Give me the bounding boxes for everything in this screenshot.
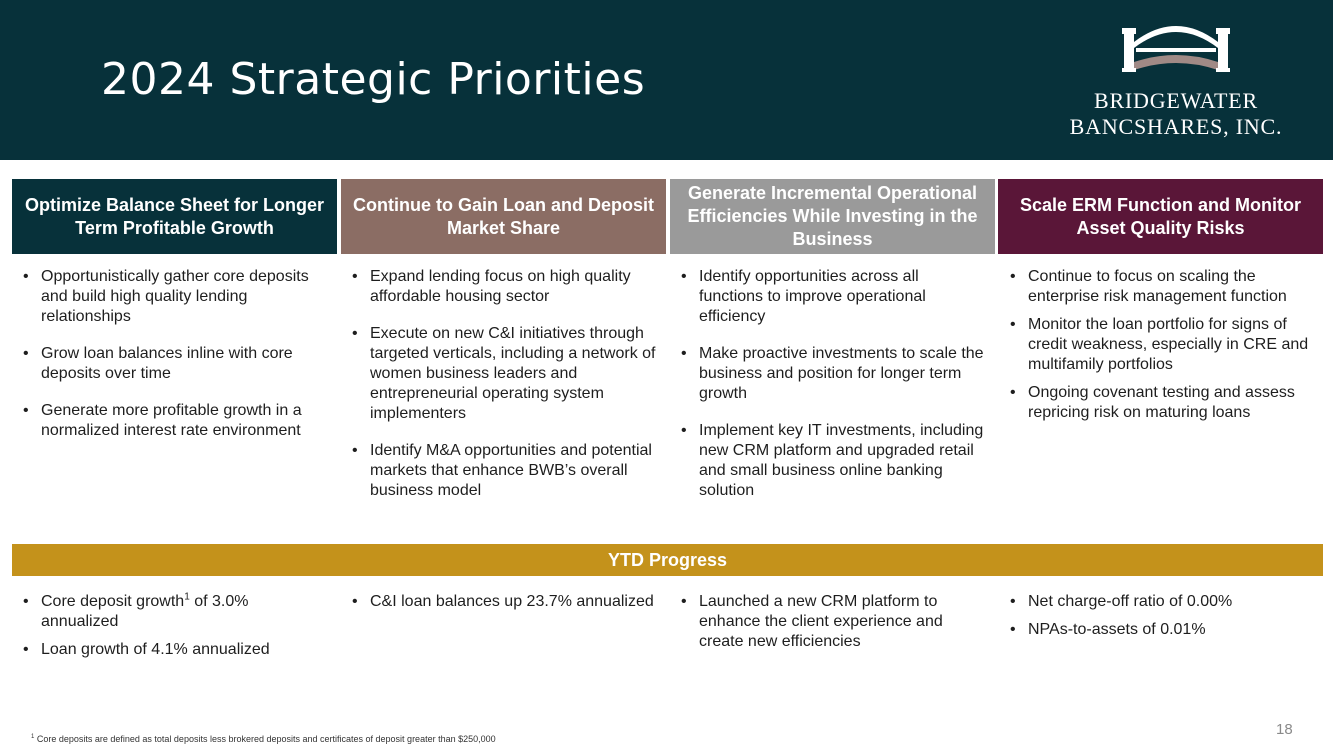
list-item: Ongoing covenant testing and assess repr… <box>1010 383 1315 423</box>
ytd-column-2: C&I loan balances up 23.7% annualized <box>352 592 657 620</box>
list-item: Launched a new CRM platform to enhance t… <box>681 592 986 652</box>
list-item: Execute on new C&I initiatives through t… <box>352 324 657 424</box>
bridge-emblem-icon <box>1122 26 1230 72</box>
slide-title: 2024 Strategic Priorities <box>101 54 646 105</box>
footnote-marker: 1 <box>184 591 190 603</box>
list-item: C&I loan balances up 23.7% annualized <box>352 592 657 612</box>
list-item: Grow loan balances inline with core depo… <box>23 344 328 384</box>
priority-column-2: Expand lending focus on high quality aff… <box>352 267 657 518</box>
priority-column-1: Opportunistically gather core deposits a… <box>23 267 328 458</box>
priority-heading-2: Continue to Gain Loan and Deposit Market… <box>341 179 666 254</box>
ytd-text: of 3.0% annualized <box>41 593 249 630</box>
logo-line-2: BANCSHARES, INC. <box>1069 114 1283 139</box>
list-item: Make proactive investments to scale the … <box>681 344 986 404</box>
list-item: Identify opportunities across all functi… <box>681 267 986 327</box>
ytd-column-4: Net charge-off ratio of 0.00% NPAs-to-as… <box>1010 592 1315 648</box>
list-item: Generate more profitable growth in a nor… <box>23 401 328 441</box>
list-item: Opportunistically gather core deposits a… <box>23 267 328 327</box>
priority-heading-1: Optimize Balance Sheet for Longer Term P… <box>12 179 337 254</box>
list-item: Monitor the loan portfolio for signs of … <box>1010 315 1315 375</box>
company-logo: BRIDGEWATER BANCSHARES, INC. <box>1062 18 1290 146</box>
priority-heading-4: Scale ERM Function and Monitor Asset Qua… <box>998 179 1323 254</box>
footnote-marker: 1 <box>31 734 35 740</box>
list-item: Core deposit growth1 of 3.0% annualized <box>23 592 328 632</box>
priority-column-4: Continue to focus on scaling the enterpr… <box>1010 267 1315 431</box>
list-item: Expand lending focus on high quality aff… <box>352 267 657 307</box>
list-item: NPAs-to-assets of 0.01% <box>1010 620 1315 640</box>
list-item: Continue to focus on scaling the enterpr… <box>1010 267 1315 307</box>
list-item: Implement key IT investments, including … <box>681 421 986 501</box>
ytd-column-1: Core deposit growth1 of 3.0% annualized … <box>23 592 328 668</box>
list-item: Net charge-off ratio of 0.00% <box>1010 592 1315 612</box>
list-item: Identify M&A opportunities and potential… <box>352 441 657 501</box>
ytd-column-3: Launched a new CRM platform to enhance t… <box>681 592 986 660</box>
priority-heading-3: Generate Incremental Operational Efficie… <box>670 179 995 254</box>
page-number: 18 <box>1276 721 1293 738</box>
logo-line-1: BRIDGEWATER <box>1093 88 1258 113</box>
list-item: Loan growth of 4.1% annualized <box>23 640 328 660</box>
ytd-text: Core deposit growth <box>41 593 185 610</box>
footnote: 1 Core deposits are defined as total dep… <box>31 734 496 744</box>
priority-column-3: Identify opportunities across all functi… <box>681 267 986 518</box>
footnote-text: Core deposits are defined as total depos… <box>34 734 496 744</box>
slide-header: 2024 Strategic Priorities BRIDGEWATER BA… <box>0 0 1333 160</box>
ytd-progress-bar: YTD Progress <box>12 544 1323 576</box>
